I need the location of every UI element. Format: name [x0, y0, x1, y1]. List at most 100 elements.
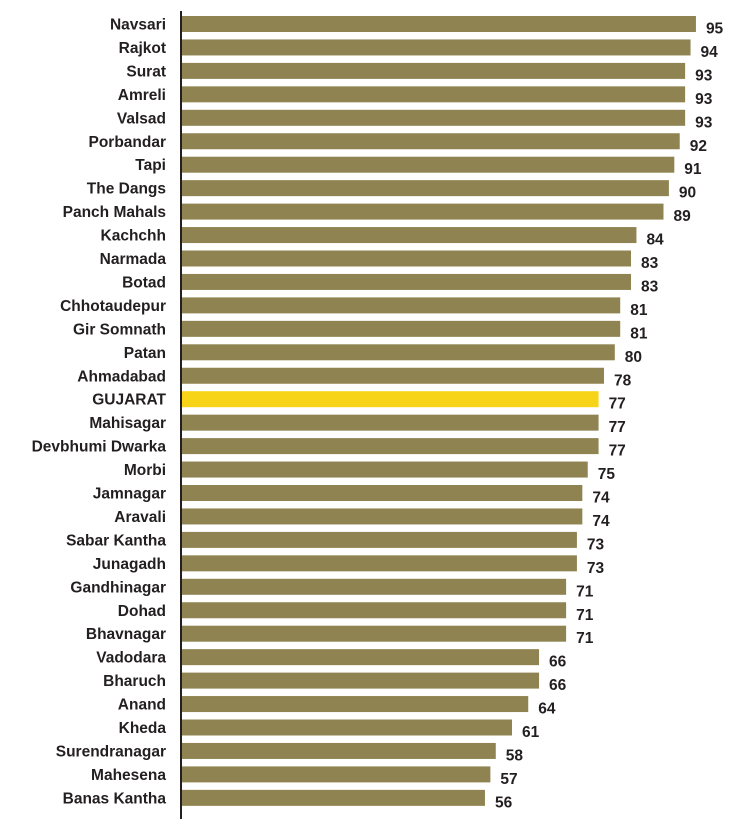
value-label-anand: 64	[538, 701, 556, 718]
category-label-aravali: Aravali	[114, 509, 166, 526]
bar-panch-mahals	[182, 203, 664, 220]
bar-junagadh	[182, 555, 577, 572]
bar-gandhinagar	[182, 578, 567, 595]
category-label-panch-mahals: Panch Mahals	[63, 204, 166, 221]
bar-valsad	[182, 109, 686, 126]
bar-anand	[182, 696, 529, 713]
category-label-porbandar: Porbandar	[88, 134, 166, 151]
value-label-jamnagar: 74	[592, 490, 610, 507]
value-label-valsad: 93	[695, 114, 713, 131]
value-label-tapi: 91	[684, 161, 702, 178]
value-label-rajkot: 94	[701, 44, 719, 61]
bar-narmada	[182, 250, 632, 267]
bar-amreli	[182, 86, 686, 103]
bars-group	[182, 16, 696, 806]
value-label-amreli: 93	[695, 91, 713, 108]
category-label-patan: Patan	[124, 345, 166, 362]
value-label-aravali: 74	[592, 513, 610, 530]
value-label-dohad: 71	[576, 607, 594, 624]
bar-kheda	[182, 719, 513, 736]
category-label-gir-somnath: Gir Somnath	[73, 321, 166, 338]
bar-botad	[182, 273, 632, 290]
bar-ahmadabad	[182, 367, 604, 384]
category-label-vadodara: Vadodara	[96, 650, 166, 667]
category-label-anand: Anand	[118, 697, 166, 714]
bar-sabar-kantha	[182, 531, 577, 548]
bar-chhotaudepur	[182, 297, 621, 314]
category-label-gandhinagar: Gandhinagar	[70, 579, 166, 596]
bar-mahisagar	[182, 414, 599, 431]
value-label-gandhinagar: 71	[576, 583, 594, 600]
category-label-surendranagar: Surendranagar	[56, 743, 166, 760]
category-label-valsad: Valsad	[117, 110, 166, 127]
bar-vadodara	[182, 649, 540, 666]
value-label-devbhumi-dwarka: 77	[609, 443, 626, 460]
category-label-amreli: Amreli	[118, 87, 166, 104]
category-label-chhotaudepur: Chhotaudepur	[60, 298, 166, 315]
value-label-mahisagar: 77	[609, 419, 626, 436]
category-label-junagadh: Junagadh	[93, 556, 166, 573]
category-label-ahmadabad: Ahmadabad	[77, 368, 166, 385]
value-label-gir-somnath: 81	[630, 325, 648, 342]
value-label-junagadh: 73	[587, 560, 605, 577]
bar-devbhumi-dwarka	[182, 438, 599, 455]
category-label-sabar-kantha: Sabar Kantha	[66, 532, 166, 549]
bar-patan	[182, 344, 615, 361]
value-label-chhotaudepur: 81	[630, 302, 648, 319]
category-label-devbhumi-dwarka: Devbhumi Dwarka	[32, 439, 167, 456]
value-label-gujarat: 77	[609, 396, 626, 413]
bar-kachchh	[182, 227, 637, 244]
value-label-sabar-kantha: 73	[587, 536, 605, 553]
value-label-narmada: 83	[641, 255, 659, 272]
value-labels: 95 94 93 93 93 92 91 90 89 84 83 83 81 81 80 78 77 77 77 75…	[495, 21, 724, 812]
bar-tapi	[182, 156, 675, 173]
bar-surat	[182, 62, 686, 79]
value-label-bharuch: 66	[549, 677, 567, 694]
value-label-mahesena: 57	[500, 771, 517, 788]
bar-surendranagar	[182, 742, 496, 759]
category-label-mahisagar: Mahisagar	[89, 415, 166, 432]
bar-porbandar	[182, 133, 680, 150]
value-label-ahmadabad: 78	[614, 372, 632, 389]
category-label-gujarat: GUJARAT	[92, 392, 166, 409]
bar-bhavnagar	[182, 625, 567, 642]
category-label-dohad: Dohad	[118, 603, 166, 620]
value-label-panch-mahals: 89	[673, 208, 691, 225]
category-label-navsari: Navsari	[110, 17, 166, 34]
category-label-kachchh: Kachchh	[101, 228, 166, 245]
value-label-morbi: 75	[598, 466, 616, 483]
category-label-banas-kantha: Banas Kantha	[63, 790, 167, 807]
value-label-the-dangs: 90	[679, 185, 696, 202]
value-label-kachchh: 84	[646, 232, 664, 249]
category-label-tapi: Tapi	[135, 157, 166, 174]
bar-morbi	[182, 461, 588, 478]
bar-navsari	[182, 16, 696, 32]
value-label-bhavnagar: 71	[576, 630, 594, 647]
bar-aravali	[182, 508, 583, 525]
category-label-surat: Surat	[126, 63, 166, 80]
category-label-narmada: Narmada	[100, 251, 167, 268]
bar-bharuch	[182, 672, 540, 689]
value-label-botad: 83	[641, 278, 659, 295]
value-label-vadodara: 66	[549, 654, 567, 671]
value-label-patan: 80	[625, 349, 642, 366]
bar-banas-kantha	[182, 789, 485, 806]
value-label-surendranagar: 58	[506, 747, 524, 764]
category-label-jamnagar: Jamnagar	[93, 486, 166, 503]
bar-mahesena	[182, 766, 491, 783]
category-label-botad: Botad	[122, 274, 166, 291]
category-label-morbi: Morbi	[124, 462, 166, 479]
value-label-banas-kantha: 56	[495, 794, 513, 811]
category-label-kheda: Kheda	[119, 720, 167, 737]
bar-jamnagar	[182, 485, 583, 501]
category-label-bhavnagar: Bhavnagar	[86, 626, 166, 643]
bar-gujarat	[182, 391, 599, 408]
category-label-the-dangs: The Dangs	[87, 181, 166, 198]
category-label-bharuch: Bharuch	[103, 673, 166, 690]
value-label-porbandar: 92	[690, 138, 707, 155]
value-label-surat: 93	[695, 67, 713, 84]
value-label-navsari: 95	[706, 21, 724, 38]
bar-rajkot	[182, 39, 691, 56]
category-label-mahesena: Mahesena	[91, 767, 166, 784]
bar-the-dangs	[182, 180, 669, 197]
